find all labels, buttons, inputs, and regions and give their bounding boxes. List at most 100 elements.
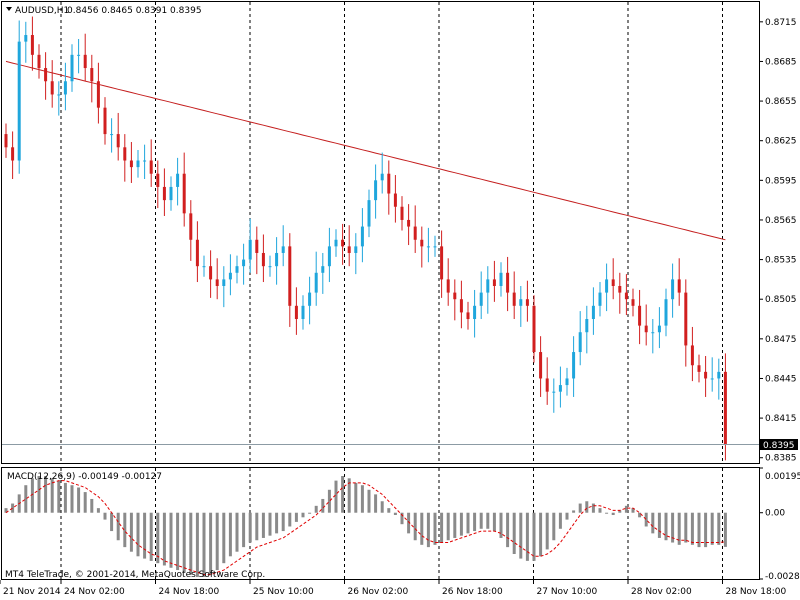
macd-bar — [90, 498, 94, 513]
macd-bar — [605, 512, 609, 514]
macd-bar — [202, 512, 206, 577]
candle-body — [539, 352, 543, 379]
candle-body — [545, 378, 549, 392]
macd-bar — [308, 512, 312, 514]
candle-body — [96, 81, 100, 108]
candle-body — [77, 54, 81, 56]
candle-body — [275, 252, 279, 267]
candle-body — [453, 292, 457, 300]
time-tick-label: 24 Nov 02:00 — [64, 587, 125, 597]
macd-bar — [651, 512, 655, 534]
candle-body — [116, 134, 120, 148]
macd-bar — [162, 512, 166, 566]
macd-bar — [50, 478, 54, 513]
macd-bar — [169, 512, 173, 568]
macd-bar — [717, 512, 721, 545]
candle-body — [492, 279, 496, 286]
candle-body — [532, 305, 536, 353]
candle-body — [717, 371, 721, 379]
macd-bar — [136, 512, 140, 557]
macd-bar — [591, 503, 595, 513]
main-chart-frame[interactable] — [1, 1, 760, 464]
candle-body — [50, 81, 54, 95]
macd-bar — [275, 512, 279, 534]
macd-bar — [143, 512, 147, 559]
macd-bar — [453, 512, 457, 538]
candle-body — [314, 272, 318, 293]
price-tick-label: 0.8595 — [765, 176, 797, 186]
candle-body — [466, 312, 470, 320]
candle-body — [327, 246, 331, 267]
candle-body — [426, 246, 430, 248]
candle-body — [136, 160, 140, 168]
candle-body — [209, 266, 213, 280]
macd-bar — [189, 512, 193, 575]
moving-average-line — [5, 60, 726, 241]
candles-group — [4, 16, 727, 461]
candle-body — [202, 266, 206, 268]
candle-body — [17, 41, 21, 161]
candle-body — [433, 246, 437, 248]
candle-body — [354, 246, 358, 253]
current-price-tag: 0.8395 — [760, 439, 798, 451]
price-tick-label: 0.8625 — [765, 137, 797, 147]
macd-bar — [407, 512, 411, 534]
macd-bar — [235, 512, 239, 552]
candle-body — [512, 292, 516, 306]
macd-bar — [466, 512, 470, 534]
candle-body — [697, 365, 701, 372]
macd-bar — [360, 485, 364, 513]
candle-body — [585, 319, 589, 333]
macd-bar — [367, 489, 371, 513]
candle-body — [37, 54, 41, 69]
macd-bar — [70, 485, 74, 513]
macd-bar — [341, 476, 345, 513]
macd-bar — [103, 512, 107, 520]
macd-bar — [83, 492, 87, 513]
price-tick-label: 0.8475 — [765, 335, 797, 345]
candle-body — [294, 305, 298, 320]
candle-body — [657, 325, 661, 333]
candle-body — [281, 246, 285, 253]
candle-body — [301, 305, 305, 320]
candle-body — [24, 35, 28, 42]
macd-bar — [37, 476, 41, 513]
candle-body — [360, 226, 364, 247]
candle-body — [288, 246, 292, 306]
time-tick-label: 28 Nov 02:00 — [631, 587, 692, 597]
candle-body — [605, 279, 609, 293]
macd-bar — [149, 512, 153, 561]
candle-body — [268, 266, 272, 268]
price-tick-label: 0.8565 — [765, 216, 797, 226]
candle-body — [182, 173, 186, 214]
macd-bar — [261, 512, 265, 538]
macd-bar — [413, 512, 417, 541]
time-tick-label: 21 Nov 2014 — [3, 587, 61, 597]
time-tick-label: 28 Nov 18:00 — [726, 587, 787, 597]
candle-body — [129, 160, 133, 168]
candle-body — [420, 239, 424, 247]
price-tick-label: 0.8685 — [765, 57, 797, 67]
candle-body — [90, 68, 94, 82]
candle-body — [519, 299, 523, 306]
time-tick-label: 25 Nov 10:00 — [253, 587, 314, 597]
candle-body — [341, 239, 345, 247]
macd-bar — [512, 512, 516, 555]
candle-body — [440, 246, 444, 280]
macd-signal-line — [5, 480, 726, 576]
time-axis: 21 Nov 2014 24 Nov 02:00 24 Nov 18:00 25 No… — [0, 580, 787, 597]
dropdown-triangle-icon[interactable] — [6, 7, 12, 11]
price-tick-label: 0.8655 — [765, 97, 797, 107]
candle-body — [525, 299, 529, 306]
copyright-text: MT4 TeleTrade, © 2001-2014, MetaQuotes S… — [5, 570, 265, 580]
macd-panel-frame[interactable] — [1, 467, 760, 580]
price-tick-label: 0.8535 — [765, 256, 797, 266]
candle-body — [473, 305, 477, 320]
candle-body — [248, 239, 252, 260]
macd-bar — [129, 512, 133, 552]
candle-body — [4, 134, 8, 148]
macd-bar — [400, 512, 404, 525]
macd-bar — [704, 512, 708, 548]
candle-body — [671, 279, 675, 300]
